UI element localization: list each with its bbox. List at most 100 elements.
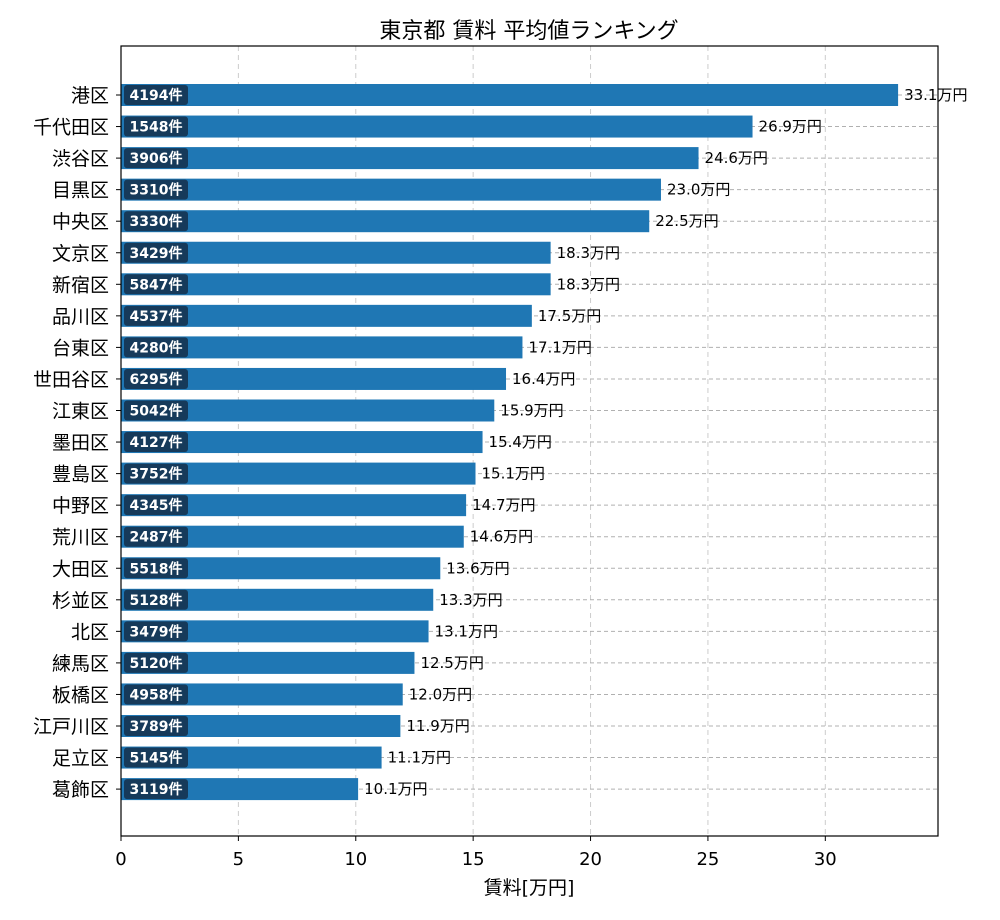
- count-badge: [124, 432, 188, 453]
- x-axis: 0 5 10 15 20 25 30 港区千代田区渋谷区目黒区中央区文京区新宿区品川区台東区世…: [33, 85, 837, 870]
- count-badge: [124, 116, 188, 137]
- count-badge: [124, 684, 188, 705]
- bar: [121, 588, 434, 611]
- plot-frame: [120, 45, 939, 837]
- category-label: 品川区: [52, 306, 109, 328]
- category-label: 葛飾区: [52, 779, 109, 801]
- category-label: 中央区: [52, 211, 109, 233]
- count-label: 3310件: [130, 182, 183, 199]
- value-label: 13.6万円: [446, 559, 509, 577]
- value-label: 23.0万円: [667, 181, 730, 199]
- bar: [121, 210, 650, 233]
- count-label: 5128件: [130, 592, 183, 609]
- count-label: 4280件: [130, 339, 183, 356]
- x-tick-label: 0: [115, 849, 126, 870]
- count-badge: [124, 495, 188, 516]
- x-tick-label: 25: [696, 849, 719, 870]
- count-badge: [124, 652, 188, 673]
- value-label: 10.1万円: [364, 780, 427, 798]
- bar: [121, 178, 661, 201]
- count-label: 2487件: [130, 529, 183, 546]
- value-label: 15.1万円: [482, 465, 545, 483]
- bar: [121, 115, 753, 138]
- category-label: 杉並区: [52, 590, 109, 612]
- category-label: 練馬区: [52, 653, 109, 675]
- value-label: 18.3万円: [557, 244, 620, 262]
- x-tick-label: 15: [462, 849, 485, 870]
- count-label: 3752件: [130, 466, 183, 483]
- count-label: 4194件: [130, 87, 183, 104]
- value-label: 26.9万円: [759, 118, 822, 136]
- count-badge: [124, 779, 188, 800]
- bar: [121, 336, 523, 359]
- bar: [121, 431, 483, 454]
- category-label: 大田区: [52, 558, 109, 580]
- count-badge: [124, 242, 188, 263]
- count-label: 5847件: [130, 276, 183, 293]
- count-badge: [124, 305, 188, 326]
- category-label: 台東区: [52, 337, 109, 359]
- category-label: 世田谷区: [33, 369, 109, 391]
- value-label: 17.5万円: [538, 307, 601, 325]
- value-label: 11.9万円: [406, 717, 469, 735]
- category-label: 千代田区: [33, 117, 109, 139]
- x-tick-label: 20: [579, 849, 602, 870]
- value-label: 12.0万円: [409, 685, 472, 703]
- count-badge: [124, 274, 188, 295]
- value-label: 13.1万円: [435, 622, 498, 640]
- value-label: 16.4万円: [512, 370, 575, 388]
- bar: [121, 494, 467, 517]
- category-label: 足立区: [52, 748, 109, 770]
- bar: [121, 683, 403, 706]
- count-badge: [124, 85, 188, 105]
- x-axis-label: 賃料[万円]: [484, 877, 575, 899]
- category-label: 墨田区: [52, 432, 109, 454]
- bar: [121, 557, 441, 580]
- value-label: 15.4万円: [489, 433, 552, 451]
- value-label: 12.5万円: [420, 654, 483, 672]
- value-label: 15.9万円: [500, 402, 563, 420]
- value-label: 17.1万円: [528, 338, 591, 356]
- count-badge: [124, 526, 188, 547]
- count-badge: [124, 368, 188, 389]
- count-label: 1548件: [130, 119, 183, 136]
- count-label: 3330件: [130, 213, 183, 230]
- category-label: 中野区: [52, 495, 109, 517]
- value-label: 14.6万円: [470, 528, 533, 546]
- value-label: 22.5万円: [655, 212, 718, 230]
- x-tick-label: 5: [233, 849, 244, 870]
- value-label: 13.3万円: [439, 591, 502, 609]
- bar: [121, 84, 899, 106]
- category-label: 荒川区: [52, 527, 109, 549]
- category-label: 北区: [71, 621, 109, 643]
- value-label: 18.3万円: [557, 275, 620, 293]
- count-label: 5120件: [130, 655, 183, 672]
- count-label: 3789件: [130, 718, 183, 735]
- category-label: 港区: [71, 85, 109, 107]
- count-badge: [124, 621, 188, 642]
- count-label: 3429件: [130, 245, 183, 262]
- count-badge: [124, 148, 188, 169]
- count-badge: [124, 747, 188, 768]
- bar: [121, 147, 699, 170]
- category-label: 渋谷区: [52, 148, 109, 170]
- value-label: 14.7万円: [472, 496, 535, 514]
- bar: [121, 462, 476, 485]
- count-label: 4345件: [130, 497, 183, 514]
- bar: [121, 525, 464, 548]
- count-label: 4958件: [130, 686, 183, 703]
- bar: [121, 715, 401, 737]
- bar: [121, 399, 495, 422]
- count-label: 5042件: [130, 403, 183, 420]
- count-badge: [124, 179, 188, 200]
- category-label: 豊島区: [52, 464, 109, 486]
- category-label: 江戸川区: [33, 716, 109, 738]
- count-badge: [124, 400, 188, 421]
- count-label: 3119件: [130, 781, 183, 798]
- category-label: 文京区: [52, 243, 109, 265]
- category-label: 目黒区: [52, 180, 109, 202]
- count-label: 3906件: [130, 150, 183, 167]
- count-label: 6295件: [130, 371, 183, 388]
- value-label: 33.1万円: [904, 86, 967, 104]
